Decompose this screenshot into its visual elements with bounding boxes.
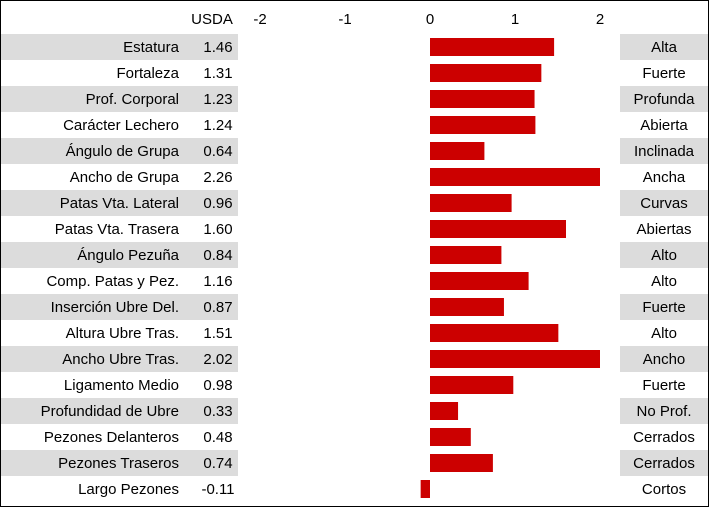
trait-description: Cerrados [633,455,695,472]
row-band [1,138,238,164]
bar [430,142,485,160]
bar [430,350,600,368]
bar [430,402,459,420]
value-header: USDA [191,11,233,28]
bar [430,428,471,446]
trait-description: Ancho [643,351,686,368]
row-band [620,86,708,112]
value-label: 0.64 [203,143,232,160]
row-band [1,242,238,268]
trait-description: Alto [651,325,677,342]
x-tick-label: -2 [253,11,266,28]
row-band [620,346,708,372]
x-tick-label: 0 [426,11,434,28]
value-label: 1.31 [203,65,232,82]
value-label: 0.96 [203,195,232,212]
x-tick-label: 2 [596,11,604,28]
row-band [620,294,708,320]
trait-description: Curvas [640,195,688,212]
bar [430,324,559,342]
value-label: 1.60 [203,221,232,238]
bar [430,168,600,186]
trait-description: Alta [651,39,678,56]
value-label: 2.02 [203,351,232,368]
trait-description: Inclinada [634,143,695,160]
row-band [620,242,708,268]
trait-description: Alto [651,247,677,264]
value-label: 1.46 [203,39,232,56]
value-label: -0.11 [201,481,234,498]
row-band [620,190,708,216]
trait-description: No Prof. [636,403,691,420]
trait-description: Abiertas [636,221,691,238]
bar [430,90,535,108]
row-band [1,346,238,372]
bar [430,298,504,316]
row-band [1,398,238,424]
bar [430,272,529,290]
value-label: 1.16 [203,273,232,290]
bar [430,454,493,472]
row-band [1,34,238,60]
bars [420,38,600,498]
row-band [1,190,238,216]
category-label: Largo Pezones [78,481,179,498]
row-band [620,138,708,164]
category-label: Patas Vta. Trasera [55,221,180,238]
category-label: Ángulo de Grupa [66,143,180,160]
category-label: Carácter Lechero [63,117,179,134]
value-label: 0.98 [203,377,232,394]
category-label: Ancho Ubre Tras. [62,351,179,368]
category-label: Inserción Ubre Del. [51,299,179,316]
row-band [620,398,708,424]
x-tick-label: 1 [511,11,519,28]
bar [430,220,566,238]
trait-description: Ancha [643,169,686,186]
bar [430,116,536,134]
category-label: Comp. Patas y Pez. [46,273,179,290]
row-band [1,294,238,320]
category-label: Ángulo Pezuña [77,247,179,264]
category-label: Fortaleza [116,65,179,82]
bar [430,38,555,56]
value-label: 0.48 [203,429,232,446]
category-label: Patas Vta. Lateral [60,195,179,212]
trait-description: Profunda [634,91,696,108]
row-band [620,450,708,476]
trait-description: Cortos [642,481,686,498]
bar [430,64,542,82]
value-label: 1.24 [203,117,232,134]
category-label: Ligamento Medio [64,377,179,394]
row-band [620,34,708,60]
value-label: 0.74 [203,455,232,472]
bar [430,376,514,394]
bar [430,194,512,212]
trait-description: Fuerte [642,299,685,316]
row-band [1,86,238,112]
trait-description: Abierta [640,117,688,134]
category-label: Estatura [123,39,180,56]
category-label: Profundidad de Ubre [41,403,179,420]
bar [420,480,430,498]
row-band [1,450,238,476]
trait-description: Alto [651,273,677,290]
category-label: Pezones Delanteros [44,429,179,446]
value-label: 1.23 [203,91,232,108]
value-label: 0.87 [203,299,232,316]
category-label: Prof. Corporal [86,91,179,108]
value-label: 2.26 [203,169,232,186]
trait-description: Cerrados [633,429,695,446]
value-label: 0.84 [203,247,232,264]
trait-description: Fuerte [642,65,685,82]
category-label: Pezones Traseros [58,455,179,472]
bar [430,246,502,264]
trait-description: Fuerte [642,377,685,394]
value-label: 0.33 [203,403,232,420]
category-label: Altura Ubre Tras. [66,325,179,342]
x-tick-label: -1 [338,11,351,28]
category-label: Ancho de Grupa [70,169,180,186]
value-label: 1.51 [203,325,232,342]
